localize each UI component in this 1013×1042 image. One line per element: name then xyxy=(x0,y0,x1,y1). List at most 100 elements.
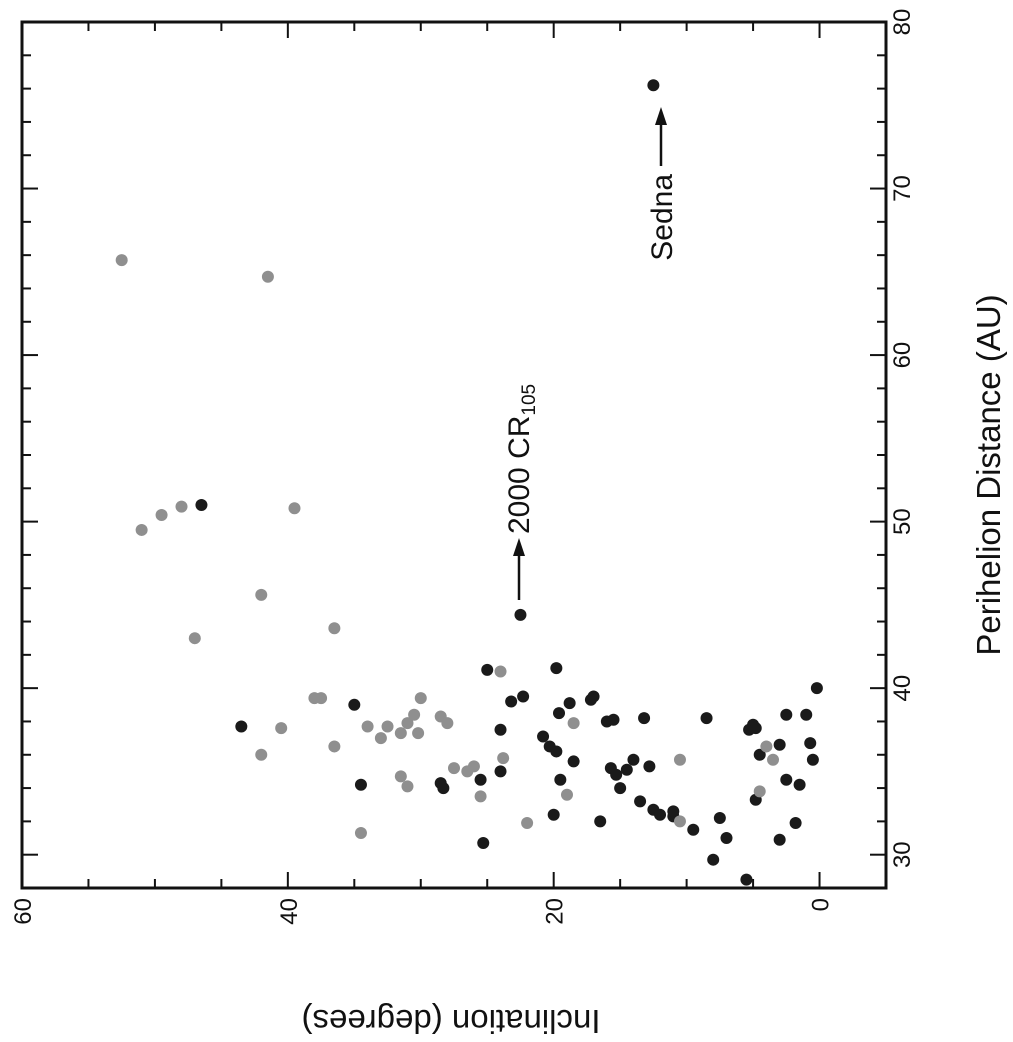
data-point xyxy=(607,713,620,726)
data-point xyxy=(634,795,647,808)
data-point xyxy=(467,760,480,773)
data-point xyxy=(806,753,819,766)
data-point xyxy=(195,498,208,511)
annotation-label-2000-cr105: 2000 CR105 xyxy=(503,384,540,534)
data-point xyxy=(537,730,550,743)
data-point xyxy=(188,632,201,645)
data-point xyxy=(773,833,786,846)
data-point xyxy=(780,773,793,786)
data-point xyxy=(584,693,597,706)
data-point xyxy=(713,812,726,825)
data-points xyxy=(115,79,823,886)
y-tick-label: 60 xyxy=(889,342,916,369)
data-point xyxy=(753,785,766,798)
data-point xyxy=(793,778,806,791)
data-point xyxy=(687,823,700,836)
data-point xyxy=(497,752,510,765)
annotation-2000-cr105: 2000 CR105 xyxy=(503,384,540,600)
data-point xyxy=(255,748,268,761)
data-point xyxy=(567,755,580,768)
data-point xyxy=(560,788,573,801)
data-point xyxy=(773,738,786,751)
x-tick-label: 60 xyxy=(10,898,37,925)
data-point xyxy=(594,815,607,828)
data-point xyxy=(414,692,427,705)
data-point xyxy=(394,727,407,740)
data-point xyxy=(412,727,425,740)
data-point xyxy=(720,832,733,845)
data-point xyxy=(315,692,328,705)
arrowhead-sedna xyxy=(655,107,667,125)
data-point xyxy=(474,773,487,786)
data-point xyxy=(654,808,667,821)
data-point xyxy=(474,790,487,803)
y-tick-label: 50 xyxy=(889,508,916,535)
data-point xyxy=(135,523,148,536)
data-point xyxy=(394,770,407,783)
data-point xyxy=(550,745,563,758)
data-point xyxy=(408,708,421,721)
data-point xyxy=(494,665,507,678)
data-point xyxy=(505,695,518,708)
data-point xyxy=(789,817,802,830)
y-tick-label: 30 xyxy=(889,841,916,868)
data-point xyxy=(514,608,527,621)
y-tick-label: 70 xyxy=(889,175,916,202)
axis-ticks xyxy=(21,21,886,889)
data-point xyxy=(481,663,494,676)
x-tick-label: 20 xyxy=(542,898,569,925)
data-point xyxy=(567,717,580,730)
y-axis-title: Perihelion Distance (AU) xyxy=(970,294,1007,655)
annotation-subscript-2000-cr105: 105 xyxy=(519,384,540,416)
annotation-text-2000-cr105: 2000 CR xyxy=(503,416,536,534)
x-axis-title: Inclination (degrees) xyxy=(302,1003,601,1040)
data-point xyxy=(115,254,128,267)
data-point xyxy=(328,740,341,753)
data-point xyxy=(235,720,248,733)
data-point xyxy=(563,697,576,710)
data-point xyxy=(328,622,341,635)
data-point xyxy=(700,712,713,725)
data-point xyxy=(667,805,680,818)
annotation-label-sedna: Sedna xyxy=(646,174,679,261)
arrowhead-2000-cr105 xyxy=(513,538,525,556)
y-tick-label: 40 xyxy=(889,675,916,702)
data-point xyxy=(374,732,387,745)
data-point xyxy=(275,722,288,735)
data-point xyxy=(494,723,507,736)
x-tick-label: 40 xyxy=(276,898,303,925)
data-point xyxy=(348,698,361,711)
data-point xyxy=(547,808,560,821)
data-point xyxy=(767,753,780,766)
data-point xyxy=(494,765,507,778)
data-point xyxy=(477,837,490,850)
data-point xyxy=(627,753,640,766)
annotation-sedna: Sedna xyxy=(646,107,679,261)
data-point xyxy=(800,708,813,721)
tick-labels: 60 40 20 0 30 40 50 60 70 80 xyxy=(10,9,916,925)
data-point xyxy=(401,780,414,793)
data-point xyxy=(354,778,367,791)
data-point xyxy=(749,722,762,735)
data-point xyxy=(441,717,454,730)
data-point xyxy=(614,782,627,795)
data-point xyxy=(707,853,720,866)
data-point xyxy=(381,720,394,733)
y-tick-label: 80 xyxy=(889,9,916,36)
data-point xyxy=(780,708,793,721)
data-point xyxy=(810,682,823,695)
data-point xyxy=(175,500,188,513)
data-point xyxy=(610,768,623,781)
data-point xyxy=(753,748,766,761)
data-point xyxy=(437,782,450,795)
x-tick-label: 0 xyxy=(808,898,835,911)
data-point xyxy=(354,827,367,840)
data-point xyxy=(673,753,686,766)
data-point xyxy=(643,760,656,773)
data-point xyxy=(638,712,651,725)
data-point xyxy=(554,773,567,786)
data-point xyxy=(155,508,168,521)
data-point xyxy=(647,79,660,92)
data-point xyxy=(521,817,534,830)
